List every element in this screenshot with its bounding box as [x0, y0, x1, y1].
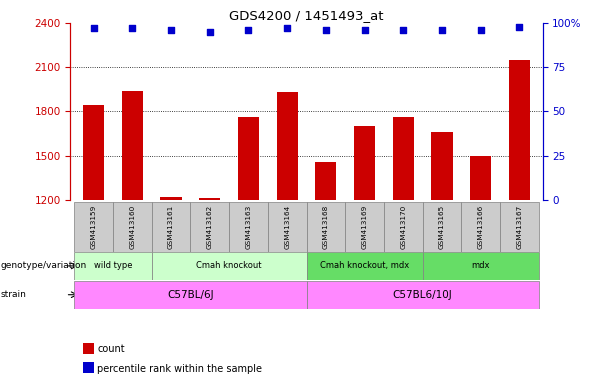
Bar: [199, 198, 221, 200]
Point: [205, 29, 215, 35]
FancyBboxPatch shape: [500, 202, 539, 252]
FancyBboxPatch shape: [152, 252, 306, 280]
Bar: [83, 106, 104, 200]
FancyBboxPatch shape: [152, 202, 191, 252]
FancyBboxPatch shape: [191, 202, 229, 252]
Text: GSM413168: GSM413168: [323, 204, 329, 249]
Bar: [238, 117, 259, 200]
Text: GSM413164: GSM413164: [284, 204, 290, 249]
Point: [476, 27, 485, 33]
FancyBboxPatch shape: [229, 202, 268, 252]
FancyBboxPatch shape: [113, 202, 152, 252]
Text: percentile rank within the sample: percentile rank within the sample: [97, 364, 262, 374]
Text: GSM413159: GSM413159: [91, 204, 97, 249]
Point: [321, 27, 331, 33]
Bar: [122, 91, 143, 200]
Point: [128, 25, 137, 31]
Point: [166, 27, 176, 33]
FancyBboxPatch shape: [306, 281, 539, 309]
Text: C57BL6/10J: C57BL6/10J: [393, 290, 452, 300]
Text: GSM413161: GSM413161: [168, 204, 174, 249]
Text: GSM413162: GSM413162: [207, 204, 213, 249]
Text: C57BL/6J: C57BL/6J: [167, 290, 214, 300]
Text: Cmah knockout, mdx: Cmah knockout, mdx: [320, 262, 409, 270]
Text: GSM413169: GSM413169: [362, 204, 368, 249]
Point: [89, 25, 99, 31]
Bar: [161, 197, 181, 200]
Text: GSM413167: GSM413167: [516, 204, 522, 249]
Point: [398, 27, 408, 33]
FancyBboxPatch shape: [345, 202, 384, 252]
FancyBboxPatch shape: [74, 281, 306, 309]
Text: GSM413170: GSM413170: [400, 204, 406, 249]
Text: genotype/variation: genotype/variation: [1, 262, 87, 270]
Text: strain: strain: [1, 290, 26, 299]
Text: GSM413160: GSM413160: [129, 204, 135, 249]
FancyBboxPatch shape: [461, 202, 500, 252]
Text: GSM413163: GSM413163: [245, 204, 251, 249]
Bar: [354, 126, 375, 200]
FancyBboxPatch shape: [384, 202, 422, 252]
FancyBboxPatch shape: [268, 202, 306, 252]
Title: GDS4200 / 1451493_at: GDS4200 / 1451493_at: [229, 9, 384, 22]
Text: GSM413166: GSM413166: [478, 204, 484, 249]
Text: GSM413165: GSM413165: [439, 204, 445, 249]
Point: [243, 27, 253, 33]
Text: count: count: [97, 344, 125, 354]
FancyBboxPatch shape: [306, 202, 345, 252]
Bar: [470, 156, 491, 200]
Point: [437, 27, 447, 33]
Bar: [276, 92, 298, 200]
Point: [514, 23, 524, 30]
Bar: [315, 162, 337, 200]
Text: Cmah knockout: Cmah knockout: [196, 262, 262, 270]
Point: [282, 25, 292, 31]
FancyBboxPatch shape: [74, 252, 152, 280]
Bar: [392, 117, 414, 200]
Text: wild type: wild type: [94, 262, 132, 270]
FancyBboxPatch shape: [422, 252, 539, 280]
Point: [360, 27, 370, 33]
FancyBboxPatch shape: [306, 252, 422, 280]
FancyBboxPatch shape: [422, 202, 461, 252]
FancyBboxPatch shape: [74, 202, 113, 252]
Bar: [509, 60, 530, 200]
Text: mdx: mdx: [471, 262, 490, 270]
Bar: [432, 132, 452, 200]
